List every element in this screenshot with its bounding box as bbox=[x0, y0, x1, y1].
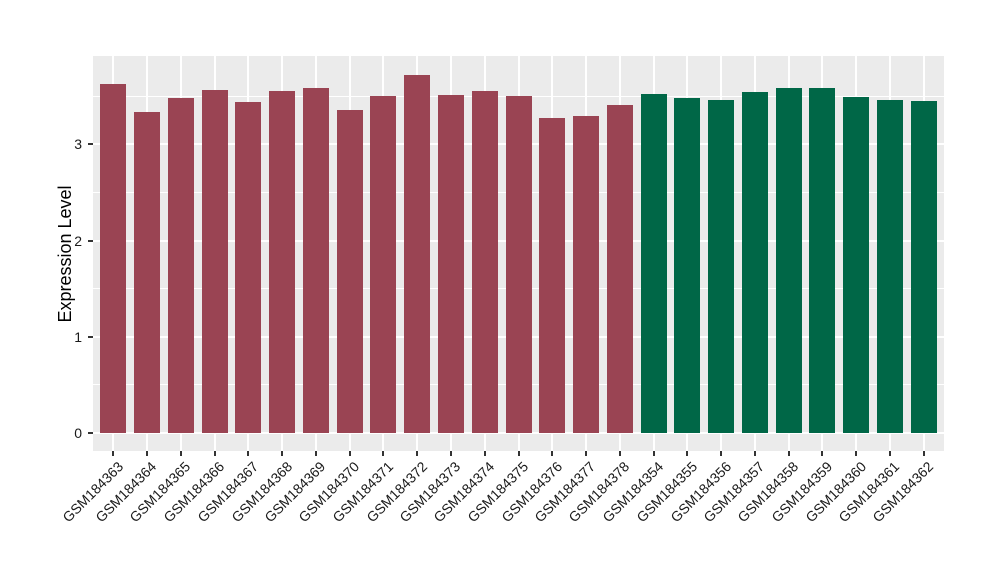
bar bbox=[809, 87, 836, 433]
y-tick-mark bbox=[88, 335, 93, 338]
bar bbox=[471, 90, 498, 433]
x-tick-mark bbox=[753, 451, 756, 456]
bar bbox=[708, 100, 735, 433]
bar bbox=[539, 118, 566, 433]
x-tick-mark bbox=[247, 451, 250, 456]
x-tick-mark bbox=[179, 451, 182, 456]
x-tick-mark bbox=[348, 451, 351, 456]
bar bbox=[843, 97, 870, 433]
x-tick-mark bbox=[146, 451, 149, 456]
x-tick-mark bbox=[787, 451, 790, 456]
x-tick-mark bbox=[416, 451, 419, 456]
x-tick-mark bbox=[618, 451, 621, 456]
x-tick-mark bbox=[652, 451, 655, 456]
bar bbox=[910, 101, 937, 433]
x-tick-mark bbox=[821, 451, 824, 456]
x-tick-mark bbox=[449, 451, 452, 456]
bar bbox=[134, 111, 161, 433]
bar bbox=[167, 98, 194, 433]
y-tick-label: 3 bbox=[74, 136, 82, 153]
bar bbox=[674, 98, 701, 433]
y-tick-label: 2 bbox=[74, 232, 82, 249]
bar bbox=[201, 89, 228, 433]
bar bbox=[370, 96, 397, 433]
bar bbox=[640, 94, 667, 433]
x-tick-mark bbox=[888, 451, 891, 456]
bar bbox=[573, 115, 600, 433]
bar bbox=[336, 109, 363, 433]
bar bbox=[606, 104, 633, 433]
x-tick-mark bbox=[922, 451, 925, 456]
bar bbox=[100, 83, 127, 433]
bar bbox=[437, 95, 464, 433]
y-axis-title: Expression Level bbox=[55, 185, 75, 323]
x-tick-mark bbox=[551, 451, 554, 456]
x-tick-mark bbox=[382, 451, 385, 456]
bar bbox=[741, 92, 768, 433]
bar bbox=[302, 87, 329, 433]
y-tick-label: 0 bbox=[74, 425, 82, 441]
plot-panel bbox=[93, 56, 944, 451]
y-tick-mark bbox=[88, 143, 93, 146]
y-tick-label: 1 bbox=[74, 328, 82, 345]
x-tick-mark bbox=[720, 451, 723, 456]
x-tick-mark bbox=[314, 451, 317, 456]
y-tick-mark bbox=[88, 432, 93, 434]
bar bbox=[505, 96, 532, 433]
bar bbox=[404, 75, 431, 433]
x-tick-mark bbox=[483, 451, 486, 456]
y-tick-mark bbox=[88, 239, 93, 242]
bar bbox=[269, 90, 296, 433]
x-tick-mark bbox=[855, 451, 858, 456]
x-tick-mark bbox=[112, 451, 115, 456]
x-tick-mark bbox=[213, 451, 216, 456]
bar bbox=[235, 102, 262, 433]
x-tick-mark bbox=[517, 451, 520, 456]
bar bbox=[775, 87, 802, 433]
bar bbox=[876, 100, 903, 433]
x-tick-mark bbox=[281, 451, 284, 456]
x-tick-mark bbox=[585, 451, 588, 456]
x-tick-mark bbox=[686, 451, 689, 456]
